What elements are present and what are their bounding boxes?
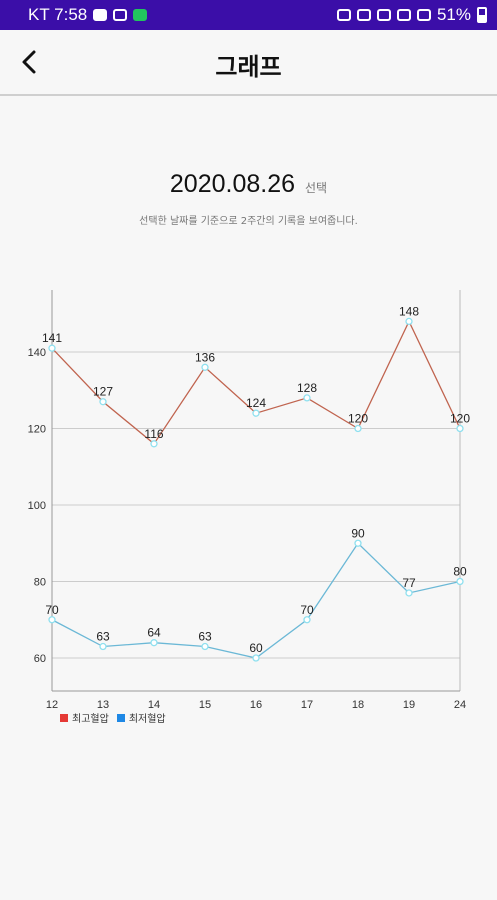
y-tick-label: 60 xyxy=(34,653,46,665)
x-tick-label: 19 xyxy=(403,699,415,710)
message-icon xyxy=(133,9,148,21)
data-point xyxy=(354,424,362,433)
battery-icon xyxy=(477,7,487,23)
signal-icon xyxy=(416,9,431,21)
mute-icon xyxy=(356,9,371,21)
y-tick-label: 140 xyxy=(28,347,46,359)
x-tick-label: 15 xyxy=(199,699,211,710)
app-bar: 그래프 xyxy=(0,30,497,96)
lte-icon xyxy=(396,9,411,21)
series-line-0 xyxy=(51,319,461,445)
date-select-button[interactable]: 선택 xyxy=(305,181,328,195)
x-tick-label: 17 xyxy=(301,699,313,710)
bp-line-chart: 60 80 100 120 140 12 13 14 15 16 17 18 19 24 141 127 116… xyxy=(28,290,470,710)
x-tick-label: 18 xyxy=(352,699,364,710)
legend-item-high: 최고혈압 xyxy=(60,710,109,725)
data-label: 141 xyxy=(42,331,62,345)
data-point xyxy=(99,398,107,406)
data-label: 63 xyxy=(96,630,110,644)
data-label: 70 xyxy=(45,603,59,617)
data-point xyxy=(354,539,362,547)
data-label: 127 xyxy=(93,385,113,399)
date-row: 2020.08.26 선택 xyxy=(0,170,497,199)
battery-percent: 51% xyxy=(436,5,471,24)
y-tick-label: 120 xyxy=(28,424,46,436)
data-point xyxy=(150,440,158,448)
wifi-icon xyxy=(376,9,391,21)
description-text: 선택한 날짜를 기준으로 2주간의 기록을 보여줍니다. xyxy=(139,216,358,227)
data-label: 124 xyxy=(246,396,266,410)
data-point xyxy=(201,363,209,371)
legend-item-low: 최저혈압 xyxy=(116,710,166,725)
data-label: 120 xyxy=(348,412,368,426)
chart-legend: 최고혈압 최저혈압 xyxy=(60,710,166,725)
data-point xyxy=(99,642,107,651)
notification-icon xyxy=(93,9,108,21)
x-tick-label: 12 xyxy=(46,699,58,710)
alarm-icon xyxy=(336,9,351,21)
data-label: 148 xyxy=(399,304,419,318)
data-point xyxy=(48,344,56,352)
page-title: 그래프 xyxy=(215,53,282,81)
data-point xyxy=(303,394,311,402)
data-point xyxy=(201,642,209,651)
x-tick-label: 16 xyxy=(250,699,262,710)
status-bar: KT 7:58 51% xyxy=(0,0,497,30)
legend-label-low: 최저혈압 xyxy=(128,714,166,725)
status-right: 51% xyxy=(336,0,487,30)
legend-swatch-low xyxy=(116,713,125,722)
data-point xyxy=(303,616,311,624)
data-label: 80 xyxy=(453,565,467,579)
data-point xyxy=(252,409,260,417)
data-point xyxy=(150,639,158,647)
x-tick-label: 24 xyxy=(454,699,466,710)
back-arrow-icon xyxy=(22,50,36,74)
x-tick-label: 14 xyxy=(148,699,160,710)
status-left: KT 7:58 xyxy=(0,5,148,25)
legend-swatch-high xyxy=(60,713,68,722)
youtube-icon xyxy=(113,9,128,21)
data-label: 77 xyxy=(402,576,416,590)
data-point xyxy=(405,317,413,326)
date-value: 2020.08.26 xyxy=(169,170,296,198)
data-label: 70 xyxy=(300,603,314,617)
legend-label-high: 최고혈압 xyxy=(72,714,109,725)
status-time: KT 7:58 xyxy=(28,5,88,24)
data-label: 128 xyxy=(297,381,317,395)
x-tick-label: 13 xyxy=(97,699,109,710)
data-point xyxy=(405,589,413,597)
back-button[interactable] xyxy=(10,42,50,82)
y-tick-label: 80 xyxy=(34,577,46,589)
data-label: 90 xyxy=(351,526,365,540)
data-label: 60 xyxy=(249,641,263,655)
data-label: 120 xyxy=(450,412,470,426)
data-label: 63 xyxy=(198,630,212,644)
data-point xyxy=(252,654,260,662)
y-tick-label: 100 xyxy=(28,500,46,512)
data-point xyxy=(456,424,464,433)
data-label: 136 xyxy=(195,350,215,364)
data-point xyxy=(48,616,56,624)
data-label: 64 xyxy=(147,626,161,640)
data-point xyxy=(456,577,464,586)
data-label: 116 xyxy=(144,427,163,441)
